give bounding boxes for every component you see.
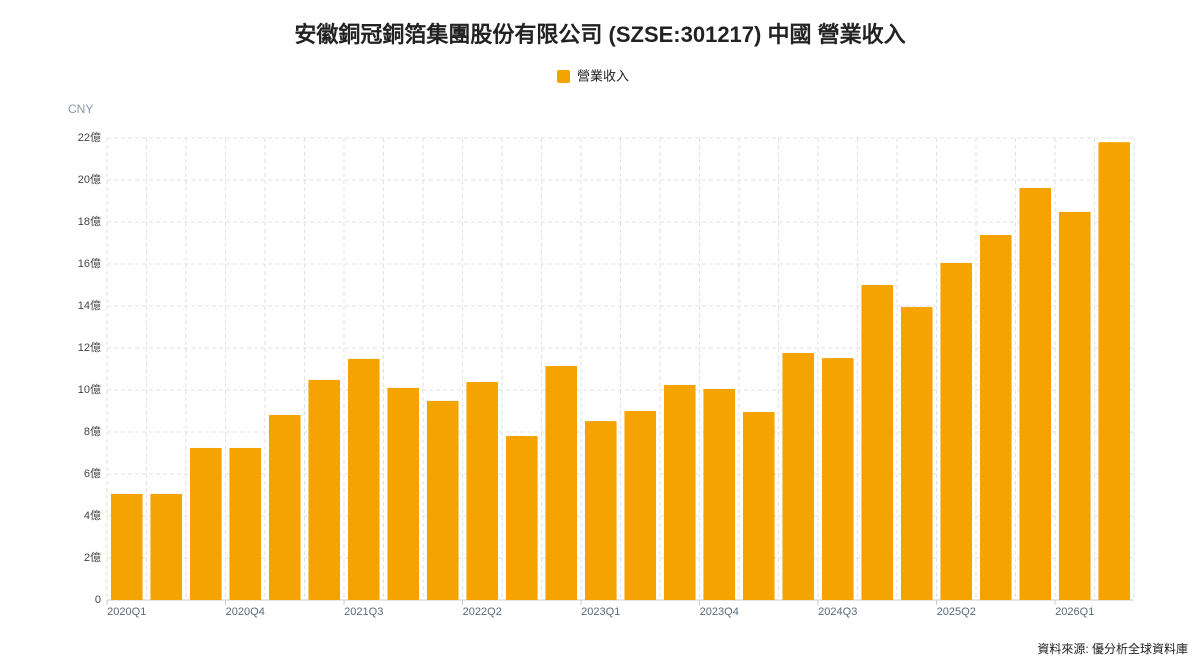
bar: [584, 421, 617, 600]
y-tick-label: 10億: [78, 383, 101, 396]
bar: [545, 366, 578, 600]
bar: [466, 382, 499, 600]
source-note: 資料來源: 優分析全球資料庫: [1037, 641, 1188, 656]
bar: [268, 414, 301, 600]
bar: [150, 493, 183, 600]
bar: [940, 262, 973, 600]
x-tick-label: 2026Q1: [1055, 606, 1094, 618]
x-tick-label: 2025Q2: [937, 606, 976, 618]
x-tick-label: 2022Q2: [463, 606, 502, 618]
bar: [347, 358, 380, 600]
y-tick-label: 20億: [78, 173, 101, 186]
x-tick-label: 2020Q4: [226, 606, 265, 618]
legend-swatch: [557, 70, 570, 83]
unit-label: CNY: [68, 102, 93, 116]
bar: [110, 493, 143, 600]
bar: [861, 285, 894, 600]
bar: [703, 388, 736, 600]
bar: [821, 358, 854, 600]
y-tick-label: 16億: [78, 257, 101, 270]
bar: [1098, 142, 1131, 600]
x-tick-label: 2020Q1: [107, 606, 146, 618]
bar: [229, 447, 262, 600]
y-tick-label: 12億: [78, 341, 101, 354]
bar: [782, 353, 815, 600]
legend-label: 營業收入: [577, 68, 629, 83]
bar: [624, 411, 657, 600]
x-tick-label: 2021Q3: [344, 606, 383, 618]
y-tick-label: 6億: [84, 467, 101, 480]
bar: [900, 307, 933, 600]
bar: [1019, 187, 1052, 601]
y-tick-label: 22億: [78, 131, 101, 144]
y-tick-label: 18億: [78, 215, 101, 228]
y-tick-label: 2億: [84, 551, 101, 564]
bar: [505, 435, 538, 600]
bar: [426, 400, 459, 600]
y-tick-label: 4億: [84, 509, 101, 522]
chart-title: 安徽銅冠銅箔集團股份有限公司 (SZSE:301217) 中國 營業收入: [294, 22, 905, 47]
bar: [308, 379, 341, 600]
bar: [663, 384, 696, 600]
y-tick-label: 8億: [84, 425, 101, 438]
bar: [742, 412, 775, 600]
x-tick-label: 2023Q4: [700, 606, 739, 618]
x-tick-label: 2024Q3: [818, 606, 857, 618]
y-tick-label: 0: [95, 594, 101, 606]
bar: [1058, 211, 1091, 601]
bar: [979, 235, 1012, 600]
bar: [189, 447, 222, 600]
y-tick-label: 14億: [78, 299, 101, 312]
x-tick-label: 2023Q1: [581, 606, 620, 618]
bar: [387, 387, 420, 600]
